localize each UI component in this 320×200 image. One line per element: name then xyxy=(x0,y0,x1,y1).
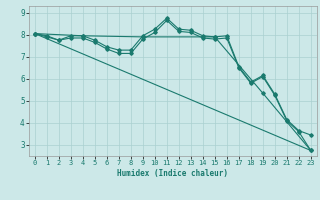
X-axis label: Humidex (Indice chaleur): Humidex (Indice chaleur) xyxy=(117,169,228,178)
